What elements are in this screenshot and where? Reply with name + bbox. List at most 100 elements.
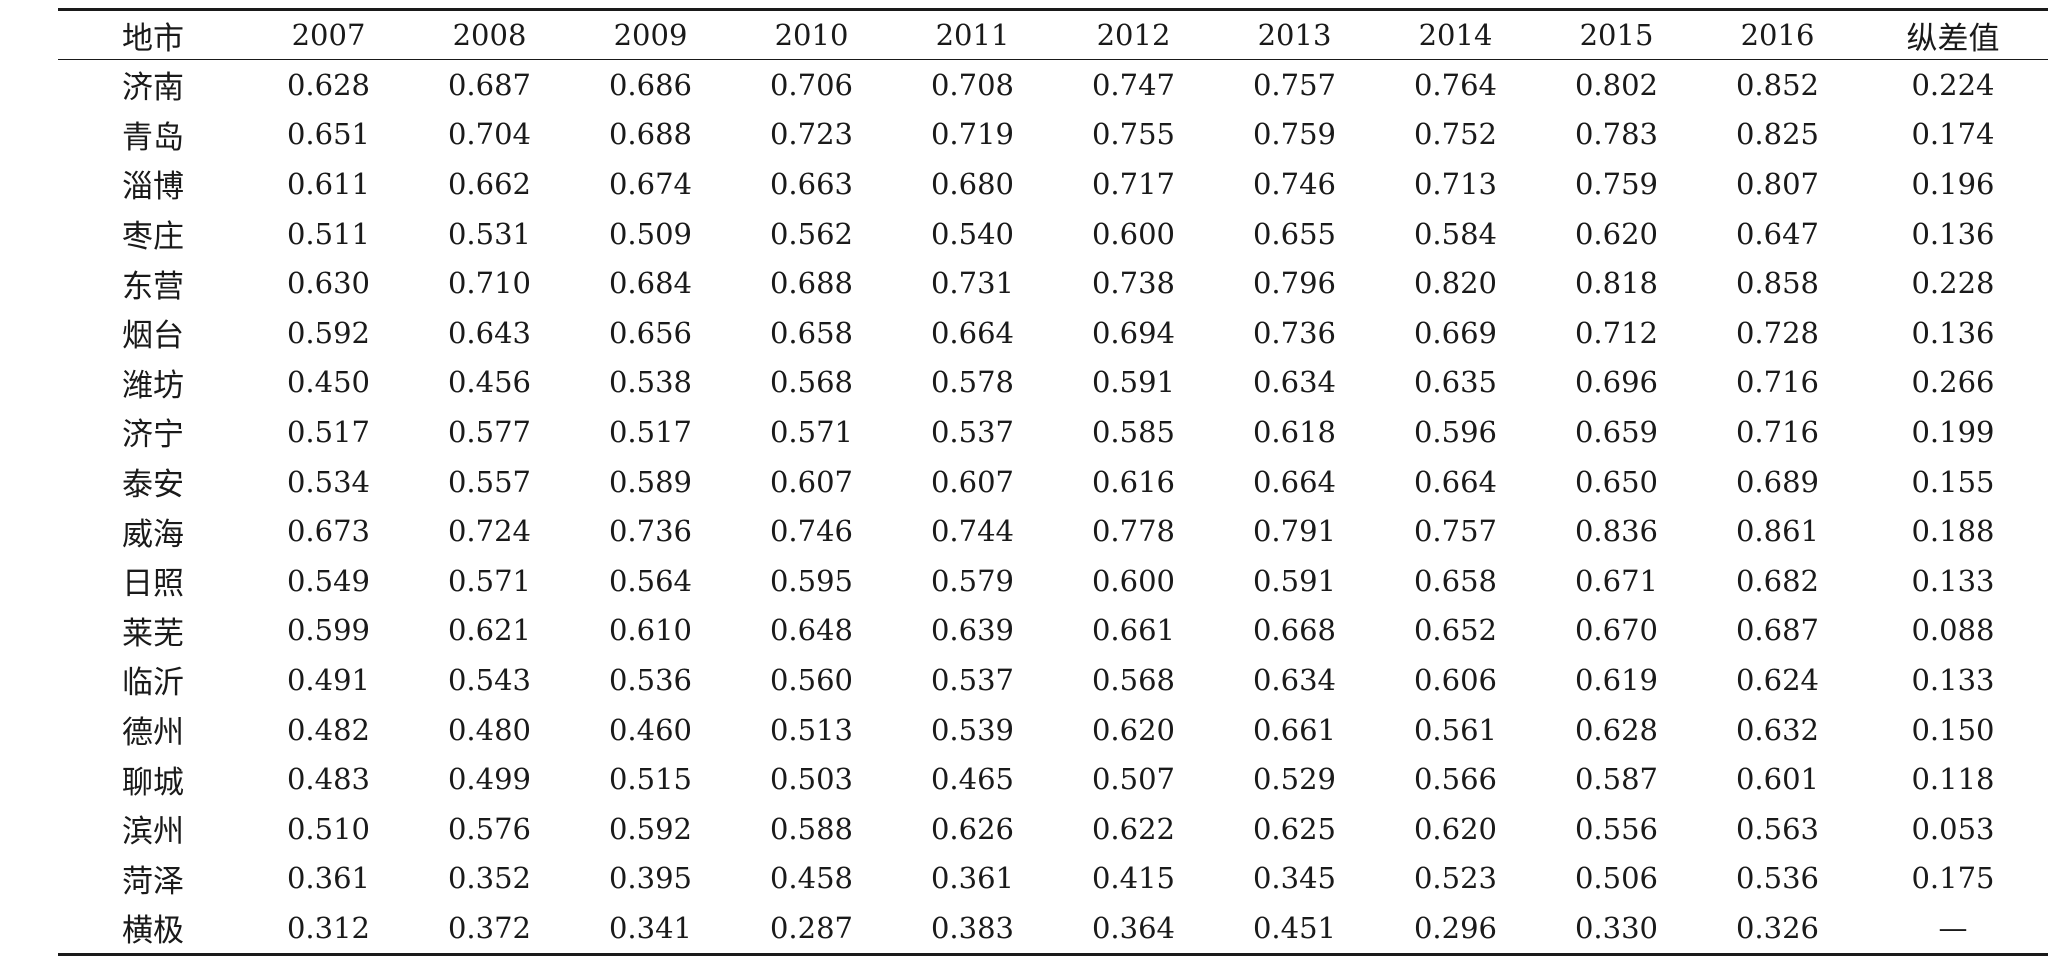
value-cell: 0.634 — [1252, 662, 1337, 697]
value-cell: 0.395 — [608, 861, 693, 896]
value-cell: 0.557 — [447, 464, 532, 499]
value-cell: 0.620 — [1574, 216, 1659, 251]
value-cell: 0.540 — [930, 216, 1015, 251]
value-cell: 0.716 — [1735, 365, 1820, 400]
city-cell: 聊城 — [122, 764, 184, 801]
city-cell: 日照 — [122, 566, 184, 603]
range-cell: 0.136 — [1911, 216, 1995, 251]
data-table-container: 地市 2007 2008 2009 2010 2011 2012 2013 20… — [58, 8, 2048, 956]
table-row: 烟台 0.592 0.643 0.656 0.658 0.664 0.694 0.736 0.6… — [58, 308, 2048, 358]
value-cell: 0.716 — [1735, 414, 1820, 449]
value-cell: 0.611 — [286, 166, 371, 201]
value-cell: 0.568 — [1091, 662, 1176, 697]
range-cell: 0.199 — [1911, 414, 1995, 449]
header-range: 纵差值 — [1906, 20, 2000, 57]
value-cell: 0.783 — [1574, 117, 1659, 152]
value-cell: 0.662 — [447, 166, 532, 201]
value-cell: 0.664 — [1252, 464, 1337, 499]
value-cell: 0.537 — [930, 414, 1015, 449]
value-cell: 0.759 — [1574, 166, 1659, 201]
value-cell: 0.465 — [930, 762, 1015, 797]
value-cell: 0.658 — [769, 315, 854, 350]
value-cell: 0.674 — [608, 166, 693, 201]
value-cell: 0.663 — [769, 166, 854, 201]
range-cell: 0.133 — [1911, 662, 1995, 697]
value-cell: 0.764 — [1413, 67, 1498, 102]
value-cell: 0.503 — [769, 762, 854, 797]
value-cell: 0.536 — [1735, 861, 1820, 896]
table-row: 滨州 0.510 0.576 0.592 0.588 0.626 0.622 0.625 0.6… — [58, 804, 2048, 854]
value-cell: 0.802 — [1574, 67, 1659, 102]
value-cell: 0.628 — [1574, 712, 1659, 747]
value-cell: 0.634 — [1252, 365, 1337, 400]
city-cell: 潍坊 — [122, 367, 184, 404]
value-cell: 0.836 — [1574, 514, 1659, 549]
value-cell: 0.361 — [930, 861, 1015, 896]
value-cell: 0.719 — [930, 117, 1015, 152]
value-cell: 0.482 — [286, 712, 371, 747]
value-cell: 0.689 — [1735, 464, 1820, 499]
value-cell: 0.659 — [1574, 414, 1659, 449]
value-cell: 0.595 — [769, 563, 854, 598]
range-cell: 0.150 — [1911, 712, 1995, 747]
table-row: 青岛 0.651 0.704 0.688 0.723 0.719 0.755 0.759 0.7… — [58, 110, 2048, 160]
city-cell: 青岛 — [122, 119, 184, 156]
value-cell: 0.450 — [286, 365, 371, 400]
value-cell: 0.596 — [1413, 414, 1498, 449]
value-cell: 0.563 — [1735, 811, 1820, 846]
city-cell: 东营 — [122, 268, 184, 305]
value-cell: 0.661 — [1252, 712, 1337, 747]
value-cell: 0.713 — [1413, 166, 1498, 201]
value-cell: 0.759 — [1252, 117, 1337, 152]
value-cell: 0.661 — [1091, 613, 1176, 648]
value-cell: 0.579 — [930, 563, 1015, 598]
value-cell: 0.656 — [608, 315, 693, 350]
value-cell: 0.529 — [1252, 762, 1337, 797]
table-row: 淄博 0.611 0.662 0.674 0.663 0.680 0.717 0.746 0.7… — [58, 159, 2048, 209]
value-cell: 0.460 — [608, 712, 693, 747]
value-cell: 0.738 — [1091, 266, 1176, 301]
value-cell: 0.818 — [1574, 266, 1659, 301]
value-cell: 0.564 — [608, 563, 693, 598]
value-cell: 0.852 — [1735, 67, 1820, 102]
value-cell: 0.652 — [1413, 613, 1498, 648]
value-cell: 0.499 — [447, 762, 532, 797]
range-cell: 0.136 — [1911, 315, 1995, 350]
value-cell: 0.536 — [608, 662, 693, 697]
city-cell: 烟台 — [122, 318, 184, 355]
value-cell: 0.820 — [1413, 266, 1498, 301]
value-cell: 0.712 — [1574, 315, 1659, 350]
value-cell: 0.312 — [286, 910, 371, 945]
value-cell: 0.571 — [769, 414, 854, 449]
value-cell: 0.510 — [286, 811, 371, 846]
range-cell: 0.118 — [1911, 762, 1995, 797]
header-city: 地市 — [122, 20, 184, 57]
value-cell: 0.752 — [1413, 117, 1498, 152]
range-cell: 0.188 — [1911, 514, 1995, 549]
value-cell: 0.592 — [286, 315, 371, 350]
table-body: 济南 0.628 0.687 0.686 0.706 0.708 0.747 0.757 0.7… — [58, 60, 2048, 955]
value-cell: 0.372 — [447, 910, 532, 945]
value-cell: 0.326 — [1735, 910, 1820, 945]
value-cell: 0.549 — [286, 563, 371, 598]
value-cell: 0.747 — [1091, 67, 1176, 102]
value-cell: 0.599 — [286, 613, 371, 648]
value-cell: 0.352 — [447, 861, 532, 896]
value-cell: 0.620 — [1413, 811, 1498, 846]
value-cell: 0.650 — [1574, 464, 1659, 499]
range-cell: — — [1938, 910, 1968, 945]
value-cell: 0.330 — [1574, 910, 1659, 945]
value-cell: 0.639 — [930, 613, 1015, 648]
value-cell: 0.647 — [1735, 216, 1820, 251]
table-row: 济宁 0.517 0.577 0.517 0.571 0.537 0.585 0.618 0.5… — [58, 407, 2048, 457]
value-cell: 0.755 — [1091, 117, 1176, 152]
value-cell: 0.655 — [1252, 216, 1337, 251]
value-cell: 0.746 — [1252, 166, 1337, 201]
value-cell: 0.513 — [769, 712, 854, 747]
value-cell: 0.588 — [769, 811, 854, 846]
value-cell: 0.480 — [447, 712, 532, 747]
value-cell: 0.600 — [1091, 563, 1176, 598]
value-cell: 0.587 — [1574, 762, 1659, 797]
city-cell: 德州 — [122, 715, 184, 752]
value-cell: 0.610 — [608, 613, 693, 648]
